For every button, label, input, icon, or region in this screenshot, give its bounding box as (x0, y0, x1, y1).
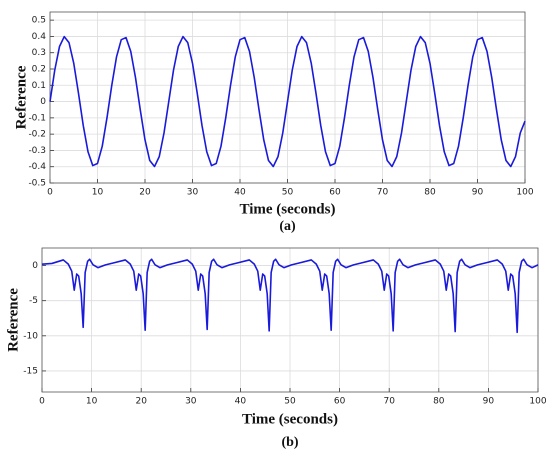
x-tick-label: 20 (135, 397, 147, 407)
caption: (a) (279, 219, 296, 234)
y-tick-label: -0.5 (28, 179, 46, 189)
y-tick-label: 0.2 (32, 65, 46, 75)
x-tick-label: 70 (383, 397, 395, 407)
x-tick-label: 90 (483, 397, 495, 407)
x-tick-label: 30 (187, 188, 199, 198)
x-tick-label: 70 (377, 188, 389, 198)
y-tick-label: 0 (40, 97, 46, 107)
y-tick-label: -0.1 (28, 113, 46, 123)
y-tick-label: -10 (23, 331, 38, 341)
data-line (49, 35, 526, 168)
x-axis-label: Time (seconds) (242, 411, 338, 427)
x-tick-label: 10 (86, 397, 98, 407)
x-tick-label: 0 (47, 188, 53, 198)
y-tick-label: 0.1 (32, 81, 46, 91)
y-tick-label: -0.3 (28, 146, 46, 156)
x-tick-label: 40 (235, 397, 247, 407)
x-tick-label: 60 (329, 188, 341, 198)
y-tick-label: 0.4 (32, 32, 47, 42)
y-axis-label: Reference (5, 288, 21, 352)
x-tick-label: 20 (139, 188, 151, 198)
y-tick-label: -0.2 (28, 130, 46, 140)
x-tick-label: 60 (334, 397, 346, 407)
y-tick-label: 0 (32, 261, 38, 271)
x-tick-label: 30 (185, 397, 197, 407)
x-tick-label: 10 (92, 188, 104, 198)
data-line (41, 258, 539, 334)
caption: (b) (281, 435, 298, 450)
x-tick-label: 90 (472, 188, 484, 198)
y-tick-label: 0.5 (32, 16, 46, 26)
y-tick-label: -0.4 (28, 162, 46, 172)
x-axis-label: Time (seconds) (240, 201, 336, 217)
y-tick-label: 0.3 (32, 48, 46, 58)
plot-frame (41, 247, 539, 393)
x-tick-label: 80 (433, 397, 445, 407)
x-tick-label: 100 (516, 188, 533, 198)
x-tick-label: 100 (529, 397, 546, 407)
x-tick-label: 50 (284, 397, 296, 407)
x-tick-label: 0 (39, 397, 45, 407)
x-tick-label: 40 (234, 188, 246, 198)
y-tick-label: -5 (29, 296, 38, 306)
x-tick-label: 80 (424, 188, 436, 198)
y-axis-label: Reference (13, 65, 29, 129)
x-tick-label: 50 (282, 188, 294, 198)
y-tick-label: -15 (23, 366, 38, 376)
